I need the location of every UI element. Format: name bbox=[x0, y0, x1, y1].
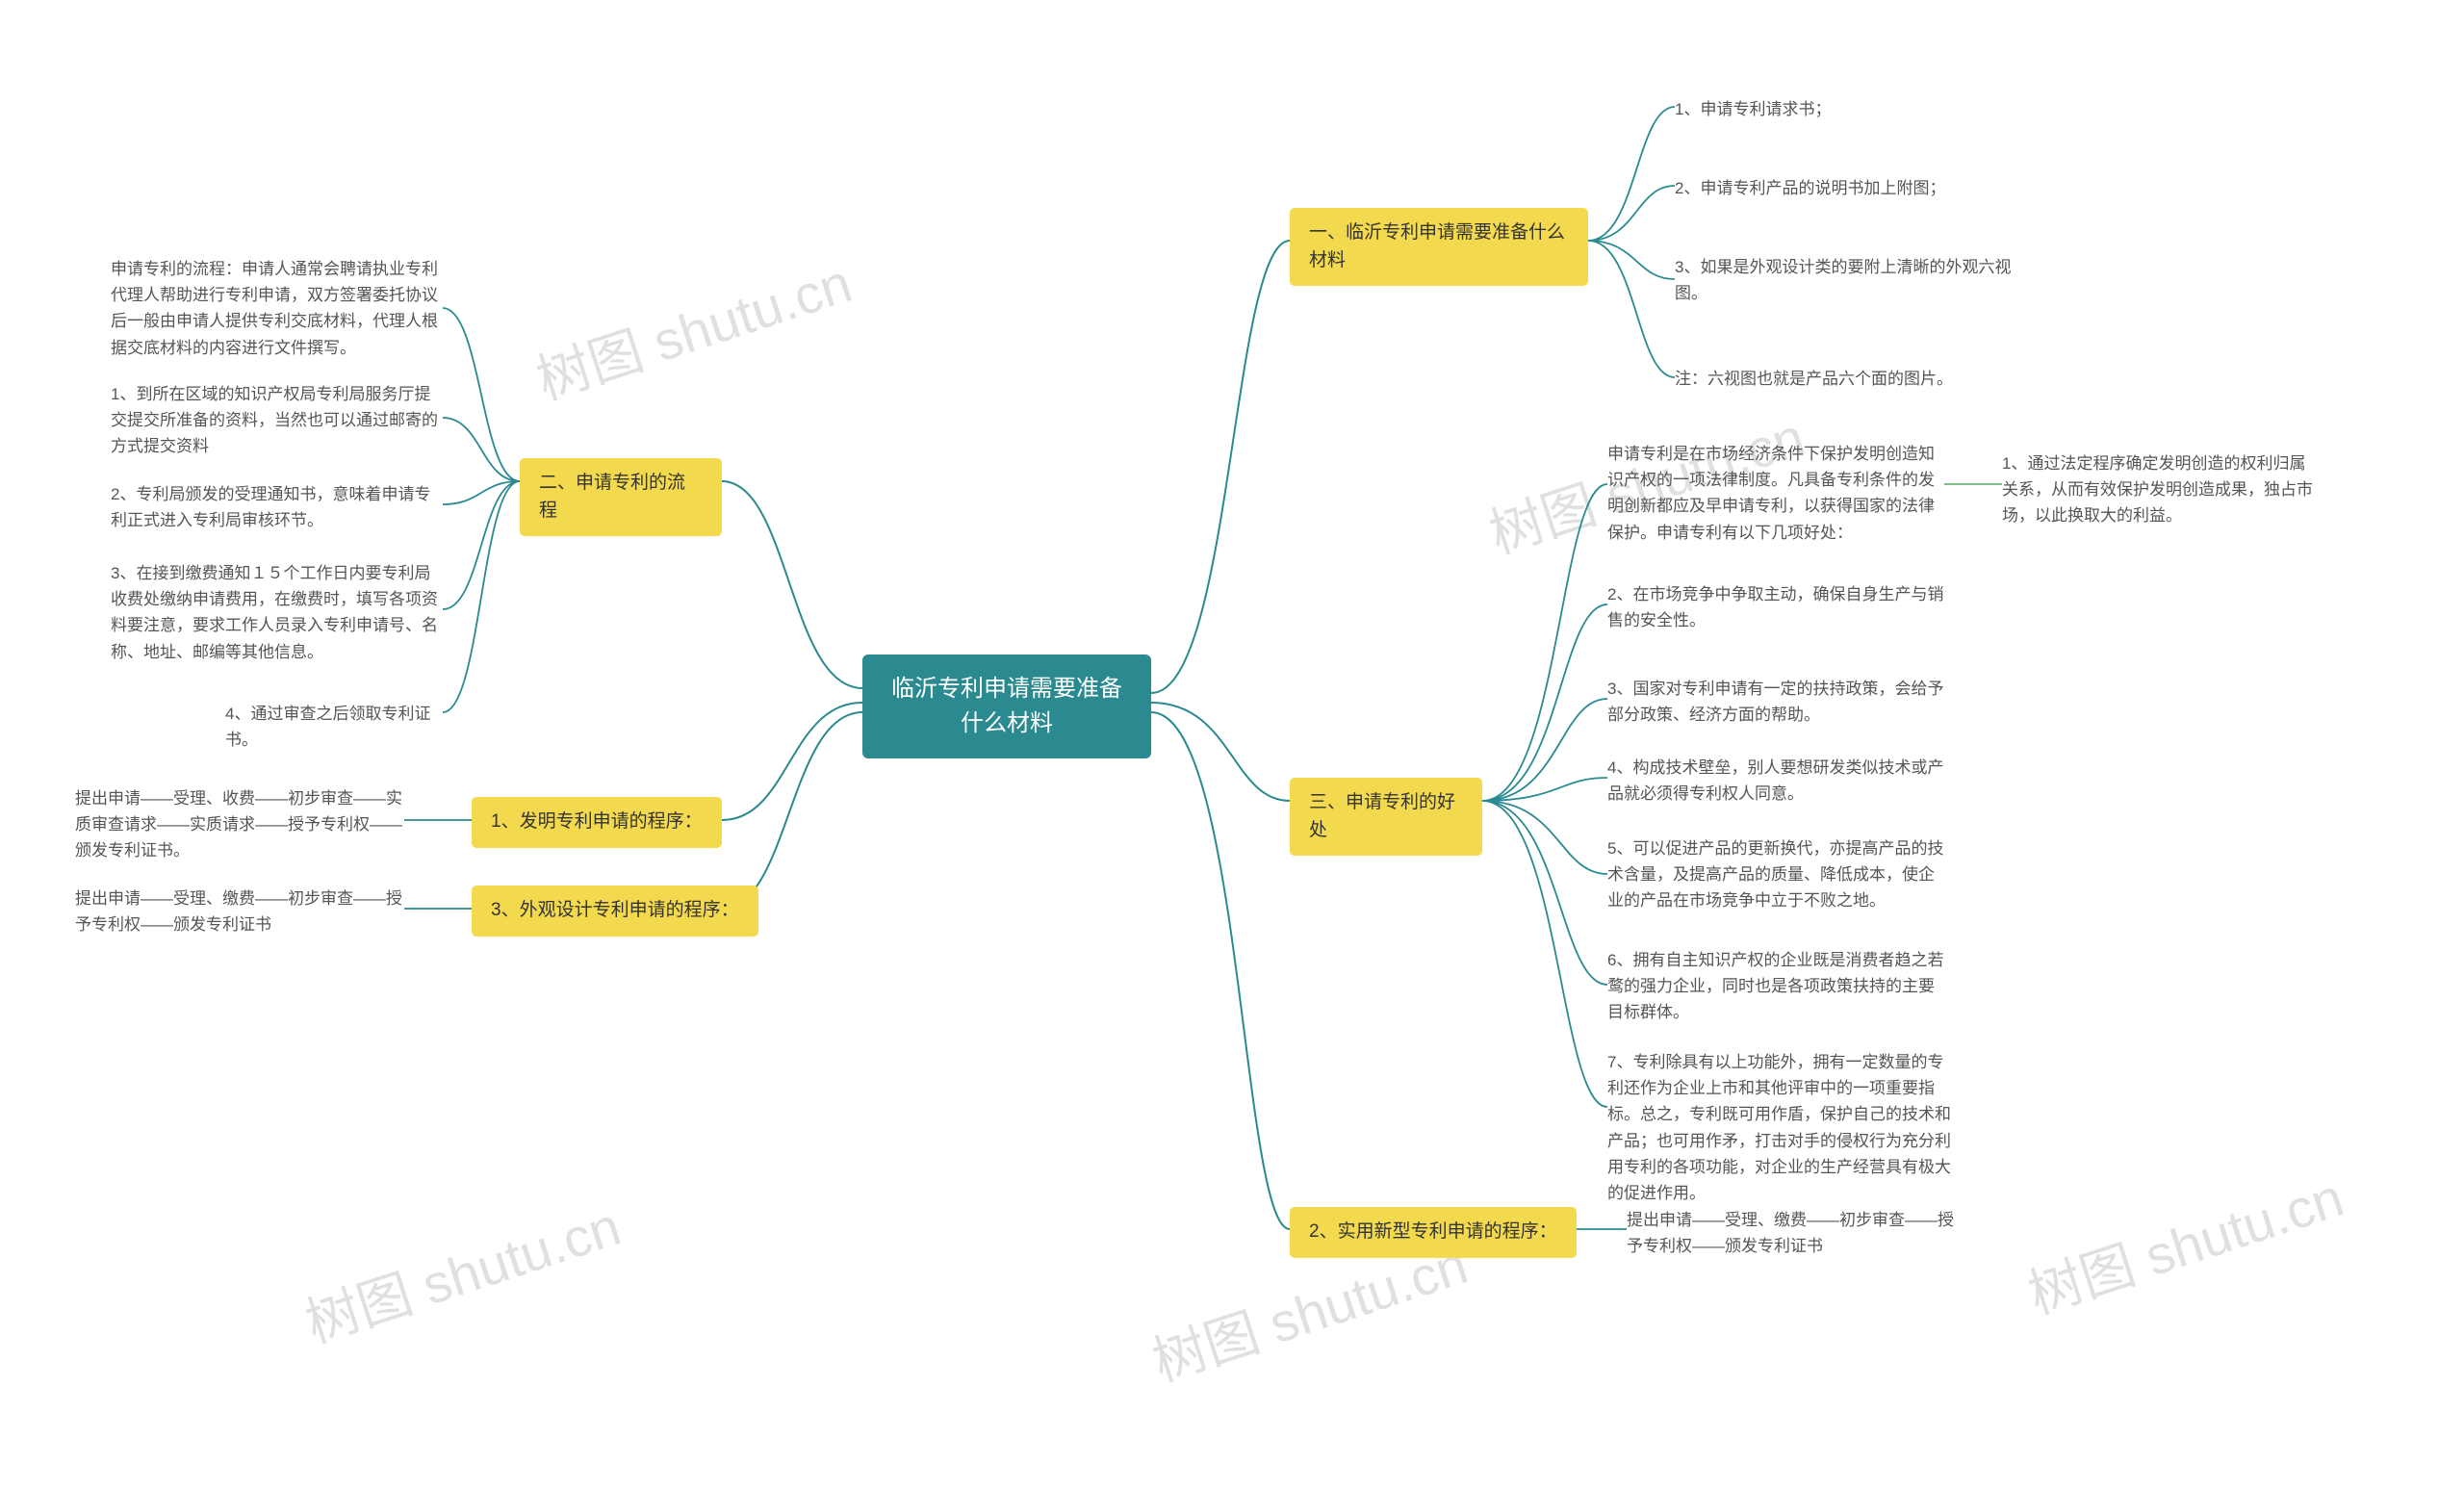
section3-intro-child: 1、通过法定程序确定发明创造的权利归属关系，从而有效保护发明创造成果，独占市场，… bbox=[2002, 450, 2320, 529]
section2-item: 申请专利的流程：申请人通常会聘请执业专利代理人帮助进行专利申请，双方签署委托协议… bbox=[111, 256, 443, 361]
section1-item: 注：六视图也就是产品六个面的图片。 bbox=[1675, 366, 1953, 392]
watermark: 树图 shutu.cn bbox=[526, 241, 860, 416]
program1-node[interactable]: 1、发明专利申请的程序： bbox=[472, 797, 722, 848]
section3-item: 5、可以促进产品的更新换代，亦提高产品的技术含量，及提高产品的质量、降低成本，使… bbox=[1607, 835, 1944, 914]
section2-item: 2、专利局颁发的受理通知书，意味着申请专利正式进入专利局审核环节。 bbox=[111, 481, 443, 533]
section3-item: 7、专利除具有以上功能外，拥有一定数量的专利还作为企业上市和其他评审中的一项重要… bbox=[1607, 1049, 1954, 1206]
program2-node[interactable]: 2、实用新型专利申请的程序： bbox=[1290, 1207, 1577, 1258]
section3-item: 3、国家对专利申请有一定的扶持政策，会给予部分政策、经济方面的帮助。 bbox=[1607, 676, 1944, 728]
section2-item: 1、到所在区域的知识产权局专利局服务厅提交提交所准备的资料，当然也可以通过邮寄的… bbox=[111, 381, 443, 460]
section1-item: 2、申请专利产品的说明书加上附图； bbox=[1675, 175, 1945, 201]
section1-item: 3、如果是外观设计类的要附上清晰的外观六视图。 bbox=[1675, 254, 2021, 306]
program3-child: 提出申请——受理、缴费——初步审查——授予专利权——颁发专利证书 bbox=[75, 886, 402, 937]
section1-node[interactable]: 一、临沂专利申请需要准备什么材料 bbox=[1290, 208, 1588, 286]
program2-child: 提出申请——受理、缴费——初步审查——授予专利权——颁发专利证书 bbox=[1627, 1207, 1954, 1259]
watermark: 树图 shutu.cn bbox=[2017, 1155, 2352, 1330]
program1-child: 提出申请——受理、收费——初步审查——实质审查请求——实质请求——授予专利权——… bbox=[75, 785, 402, 864]
root-node[interactable]: 临沂专利申请需要准备什么材料 bbox=[862, 655, 1151, 758]
program3-node[interactable]: 3、外观设计专利申请的程序： bbox=[472, 886, 758, 937]
section3-item: 4、构成技术壁垒，别人要想研发类似技术或产品就必须得专利权人同意。 bbox=[1607, 755, 1944, 807]
section3-node[interactable]: 三、申请专利的好处 bbox=[1290, 778, 1482, 856]
section1-item: 1、申请专利请求书； bbox=[1675, 96, 1831, 122]
section3-item: 6、拥有自主知识产权的企业既是消费者趋之若鹜的强力企业，同时也是各项政策扶持的主… bbox=[1607, 947, 1944, 1026]
watermark: 树图 shutu.cn bbox=[295, 1184, 629, 1359]
section2-item: 4、通过审查之后领取专利证书。 bbox=[225, 701, 447, 753]
section3-intro: 申请专利是在市场经济条件下保护发明创造知识产权的一项法律制度。凡具备专利条件的发… bbox=[1607, 441, 1944, 546]
section2-item: 3、在接到缴费通知１５个工作日内要专利局收费处缴纳申请费用，在缴费时，填写各项资… bbox=[111, 560, 443, 665]
section2-node[interactable]: 二、申请专利的流程 bbox=[520, 458, 722, 536]
section3-item: 2、在市场竞争中争取主动，确保自身生产与销售的安全性。 bbox=[1607, 581, 1944, 633]
